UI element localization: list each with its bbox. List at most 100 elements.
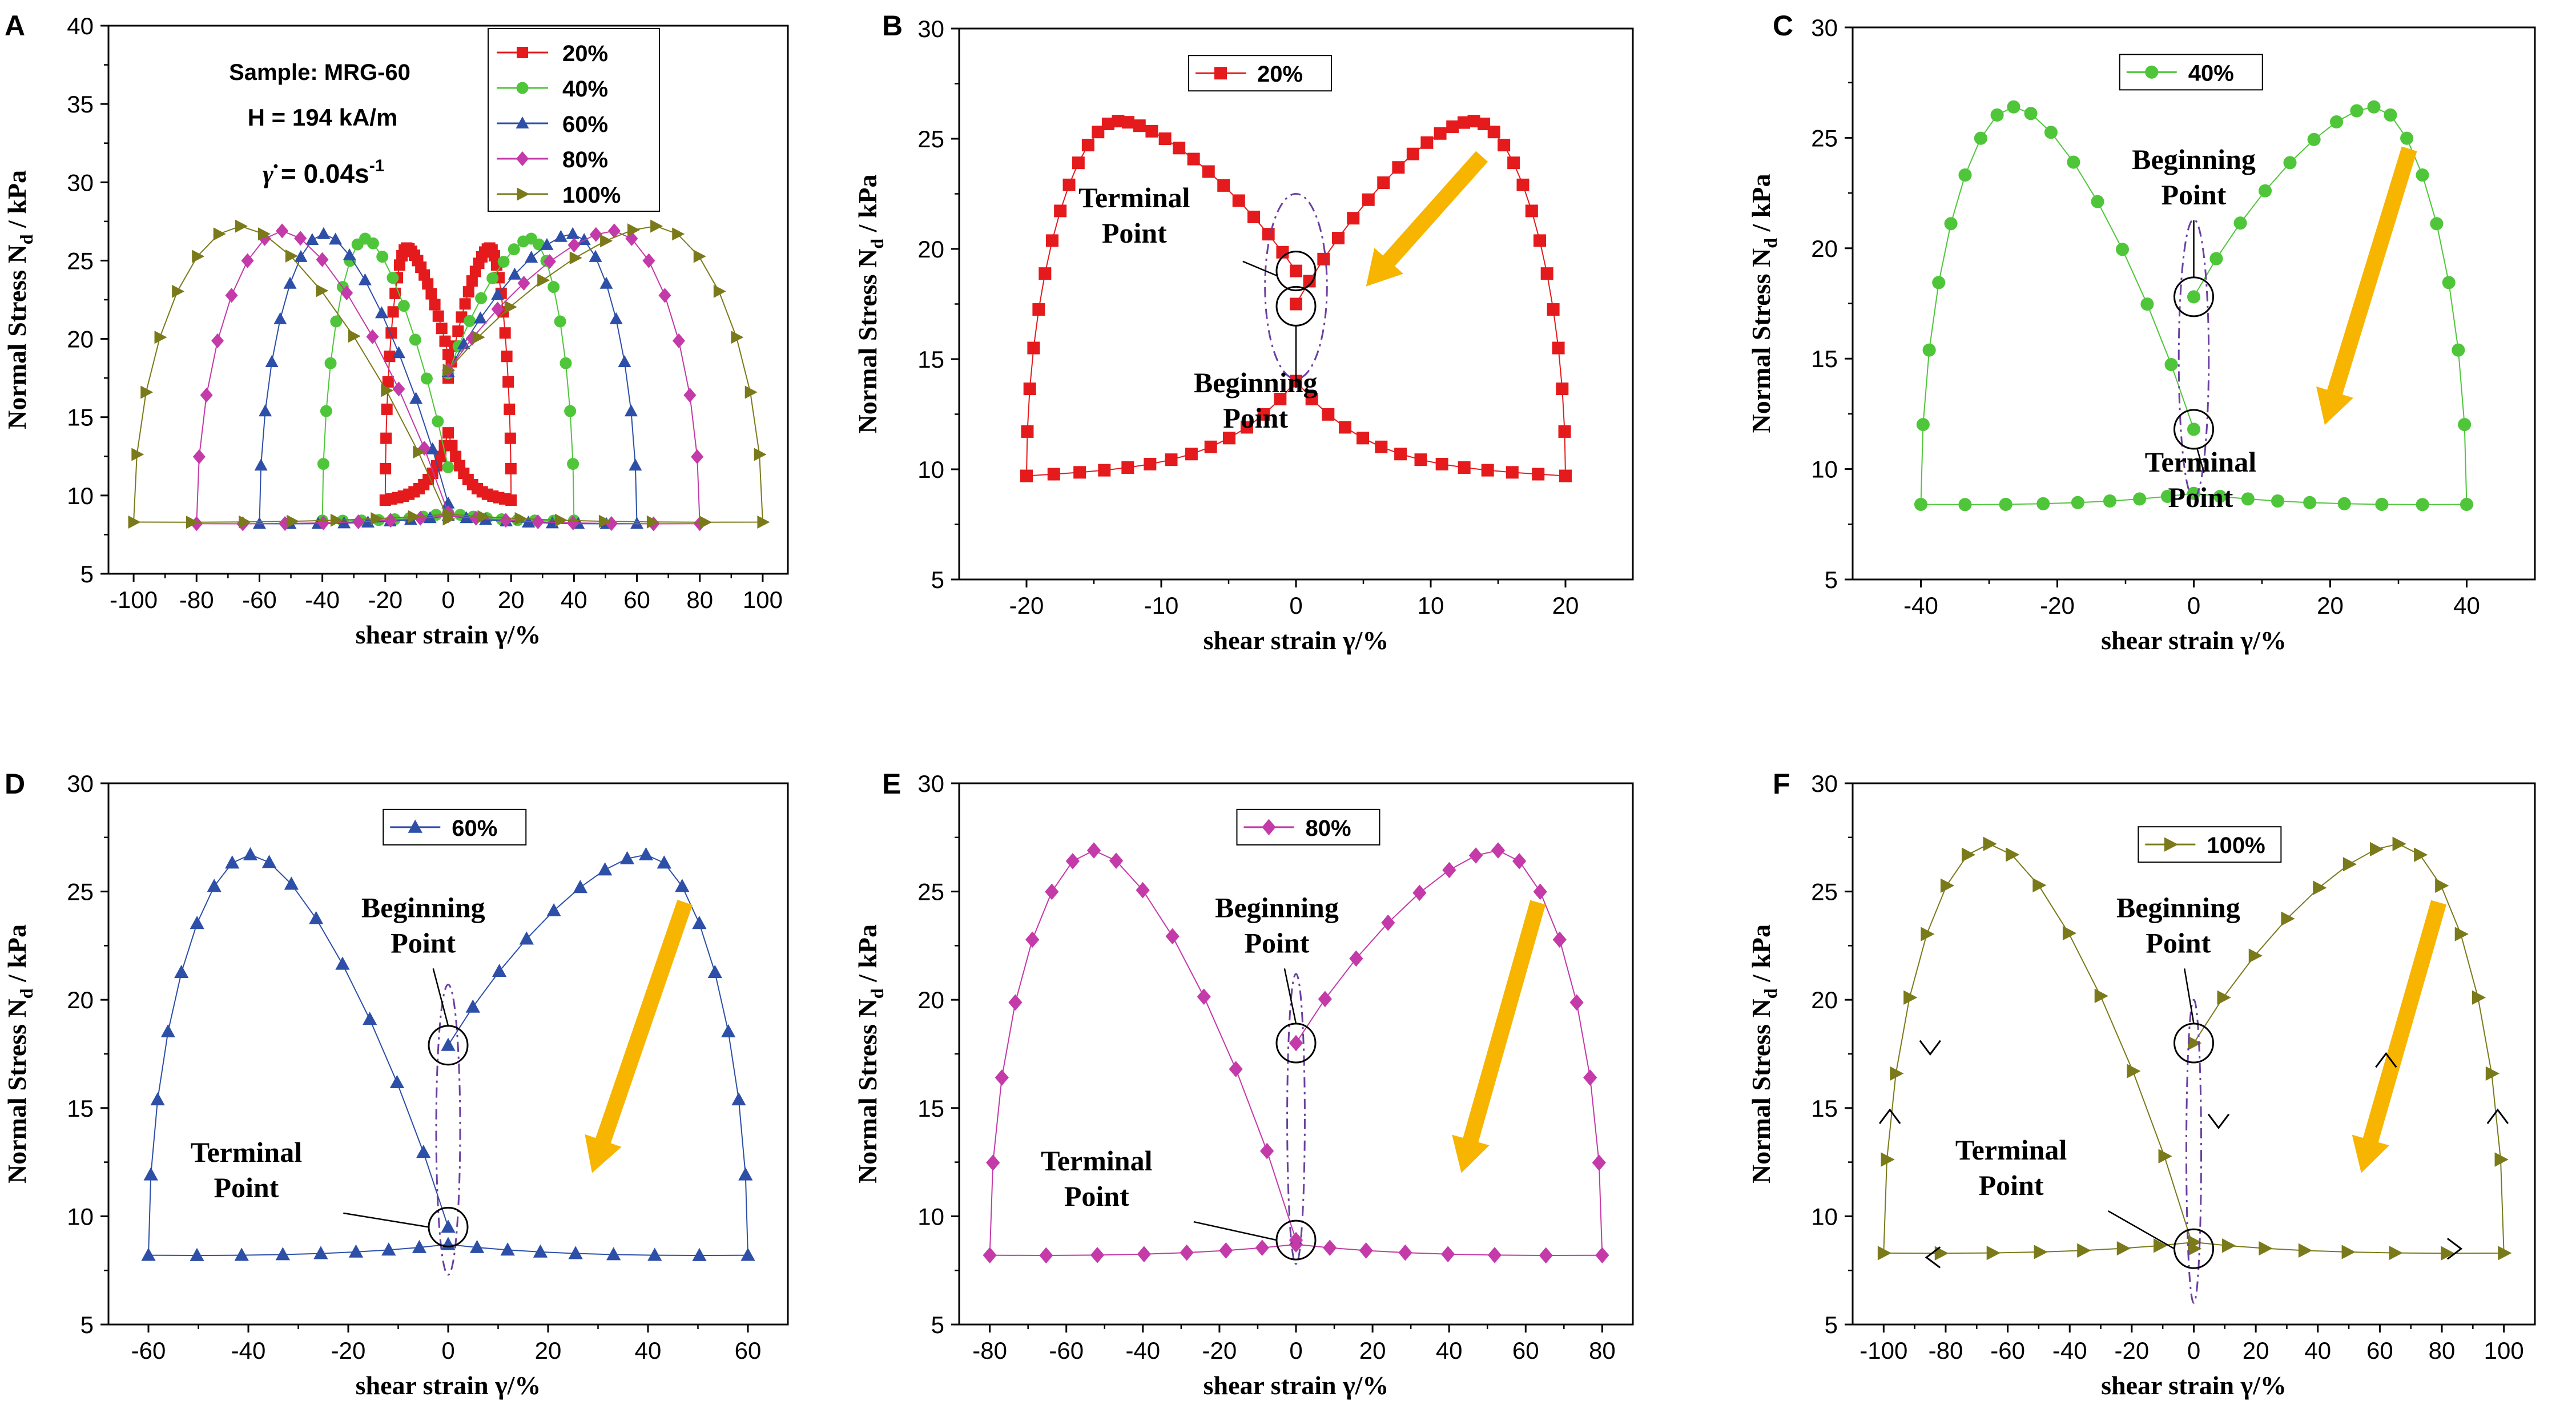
y-axis-label-main: Normal Stress N (853, 249, 882, 434)
data-point (1983, 836, 1997, 851)
data-point (363, 1012, 377, 1025)
data-point (2441, 1246, 2455, 1261)
data-point (294, 231, 307, 246)
data-point (1054, 204, 1067, 218)
data-point (1133, 119, 1146, 132)
data-point (609, 312, 623, 324)
data-point (2389, 1245, 2403, 1261)
data-point (241, 253, 254, 268)
data-point (2258, 184, 2272, 198)
panel-letter: E (882, 768, 901, 800)
legend-marker (516, 116, 529, 128)
data-point (1262, 228, 1275, 241)
data-point (313, 1246, 328, 1259)
data-point (2341, 1245, 2356, 1259)
legend-label: 40% (2188, 61, 2234, 86)
data-point (1197, 988, 1211, 1005)
data-point (566, 227, 579, 239)
data-point (340, 285, 353, 301)
data-point (567, 237, 581, 253)
data-point (738, 1167, 753, 1181)
data-point (598, 514, 611, 528)
data-point (276, 223, 289, 239)
data-point (554, 315, 566, 328)
data-point (1202, 165, 1215, 178)
label-leader (2183, 968, 2195, 1024)
data-point (2458, 418, 2472, 432)
data-point (128, 515, 141, 529)
data-point (1255, 1239, 1269, 1256)
data-point (1008, 994, 1023, 1011)
data-point (1468, 847, 1483, 864)
series-60% (141, 847, 755, 1261)
data-point (1247, 210, 1260, 223)
y-axis-label-unit: / kPa (853, 924, 882, 988)
data-point (1357, 432, 1370, 445)
data-point (2077, 1243, 2091, 1258)
data-point (564, 405, 577, 417)
data-point (2370, 842, 2384, 857)
data-point (754, 448, 767, 461)
data-point (1073, 466, 1086, 479)
y-tick-label: 20 (1811, 235, 1838, 262)
y-axis-label-main: Normal Stress N (1746, 999, 1776, 1183)
data-point (1533, 234, 1546, 247)
x-tick-label: 20 (535, 1337, 562, 1364)
data-point (160, 1024, 175, 1038)
x-tick-label: 0 (1289, 592, 1302, 619)
annotation-rate: γ̇ = 0.04s-1 (263, 156, 384, 188)
y-tick-label: 15 (1811, 1095, 1838, 1122)
data-point (1180, 1244, 1194, 1261)
data-point (1165, 928, 1180, 945)
data-point (1458, 461, 1471, 474)
point-circle (1275, 251, 1317, 292)
data-point (589, 227, 602, 242)
data-point (532, 514, 545, 529)
data-point (646, 515, 659, 529)
y-tick-label: 20 (917, 236, 944, 263)
panel-F: F -100 -80 -60 -40 -20 0 20 40 60 80 100 5 10 15 20 25 30… (1746, 768, 2536, 1400)
x-axis-label: shear strain γ/% (2101, 626, 2287, 655)
data-point (2158, 1149, 2172, 1164)
series-100% (1877, 836, 2512, 1261)
y-axis-label: Normal Stress Nd / kPa (853, 924, 887, 1183)
data-point (1934, 1246, 1949, 1261)
data-point (1289, 1231, 1303, 1249)
data-point (2116, 1241, 2131, 1256)
data-point (367, 237, 379, 249)
data-point (422, 278, 434, 290)
data-point (1556, 383, 1569, 396)
y-axis-label-main: Normal Stress N (2, 999, 31, 1183)
data-point (1109, 852, 1124, 869)
data-point (1961, 847, 1976, 862)
data-point (683, 388, 697, 403)
data-point (348, 329, 361, 343)
data-point (1112, 115, 1125, 128)
data-point (1290, 297, 1302, 311)
x-tick-label: -40 (1903, 592, 1938, 619)
data-point (1217, 179, 1230, 192)
data-point (597, 862, 613, 876)
y-tick-label: 15 (1811, 345, 1838, 372)
data-point (2472, 990, 2486, 1005)
data-point (2400, 131, 2414, 145)
data-point (384, 351, 396, 363)
legend-marker (1214, 67, 1227, 80)
data-point (599, 276, 613, 289)
data-point (287, 514, 300, 528)
x-tick-label: 60 (1512, 1337, 1539, 1364)
direction-arrow (2352, 900, 2447, 1173)
data-point (1559, 469, 1572, 482)
annotation-sample: Sample: MRG-60 (229, 60, 410, 85)
data-point (381, 384, 394, 397)
data-point (1481, 464, 1494, 477)
data-point (1240, 421, 1253, 434)
beginning-label: Point (1245, 927, 1310, 959)
data-point (619, 851, 635, 864)
data-point (607, 223, 621, 239)
data-point (186, 516, 199, 529)
y-axis-label-sub: d (867, 239, 887, 249)
data-point (1219, 1242, 1233, 1259)
x-tick-label: 20 (1552, 592, 1579, 619)
data-point (624, 404, 638, 417)
